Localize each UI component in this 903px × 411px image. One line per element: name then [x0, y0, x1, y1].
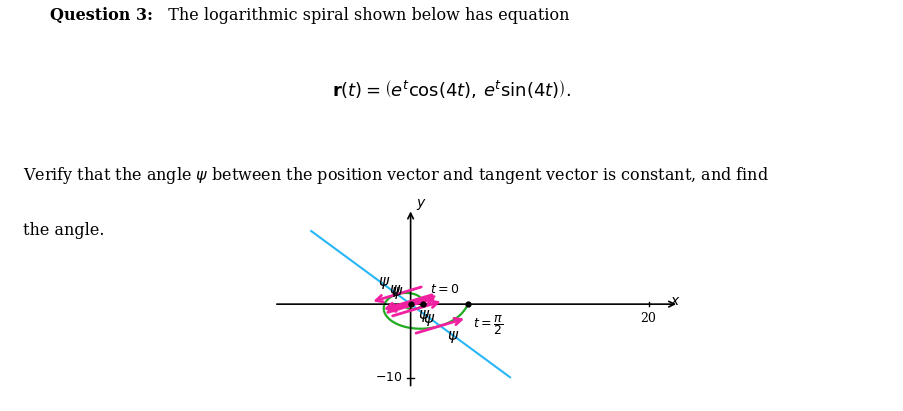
- Text: $y$: $y$: [415, 197, 426, 212]
- Text: $-10$: $-10$: [375, 371, 402, 384]
- Text: $\psi$: $\psi$: [388, 283, 401, 299]
- Text: 20: 20: [640, 312, 656, 325]
- Text: $\mathbf{r}(t) = \left(e^t\cos(4t),\, e^t\sin(4t)\right).$: $\mathbf{r}(t) = \left(e^t\cos(4t),\, e^…: [332, 79, 571, 101]
- Text: $\psi$: $\psi$: [391, 285, 403, 301]
- Text: $\psi$: $\psi$: [378, 275, 390, 291]
- Text: Question 3:: Question 3:: [50, 7, 153, 24]
- Text: The logarithmic spiral shown below has equation: The logarithmic spiral shown below has e…: [158, 7, 569, 24]
- Text: $\psi$: $\psi$: [418, 308, 430, 324]
- Text: Verify that the angle $\psi$ between the position vector and tangent vector is c: Verify that the angle $\psi$ between the…: [23, 165, 768, 186]
- Text: $\psi$: $\psi$: [423, 312, 435, 328]
- Text: $\psi$: $\psi$: [446, 329, 459, 345]
- Text: $t = 0$: $t = 0$: [429, 283, 459, 296]
- Text: $t=\dfrac{\pi}{2}$: $t=\dfrac{\pi}{2}$: [472, 313, 502, 337]
- Text: $x$: $x$: [670, 294, 680, 308]
- Text: the angle.: the angle.: [23, 222, 104, 238]
